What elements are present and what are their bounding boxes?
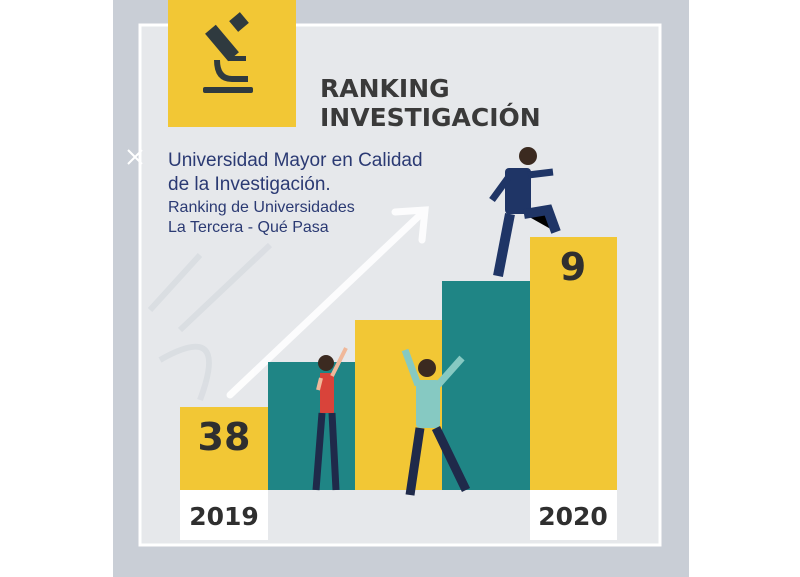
step	[530, 237, 617, 490]
subtitle-line: de la Investigación.	[168, 174, 331, 195]
background-arrows	[147, 242, 273, 402]
panel-border	[138, 23, 662, 547]
sparkle	[127, 149, 143, 165]
person-woman	[312, 347, 348, 491]
title-line: INVESTIGACIÓN	[320, 102, 541, 132]
rank-label: 9	[560, 245, 586, 289]
step	[180, 407, 268, 490]
growth-arrow	[226, 206, 429, 399]
year-label: 2019	[189, 502, 259, 531]
year-label: 2020	[538, 502, 608, 531]
step	[442, 281, 530, 490]
year-box	[530, 490, 617, 540]
title-line: RANKING	[320, 74, 450, 103]
year-box	[180, 490, 268, 540]
source-line: Ranking de Universidades	[168, 199, 355, 216]
subtitle-line: Universidad Mayor en Calidad	[168, 150, 423, 171]
rank-label: 38	[198, 415, 251, 459]
microscope-icon	[203, 12, 253, 93]
person-man	[401, 348, 471, 496]
source-line: La Tercera - Qué Pasa	[168, 219, 329, 236]
person-climber	[489, 147, 561, 277]
step	[268, 362, 355, 490]
